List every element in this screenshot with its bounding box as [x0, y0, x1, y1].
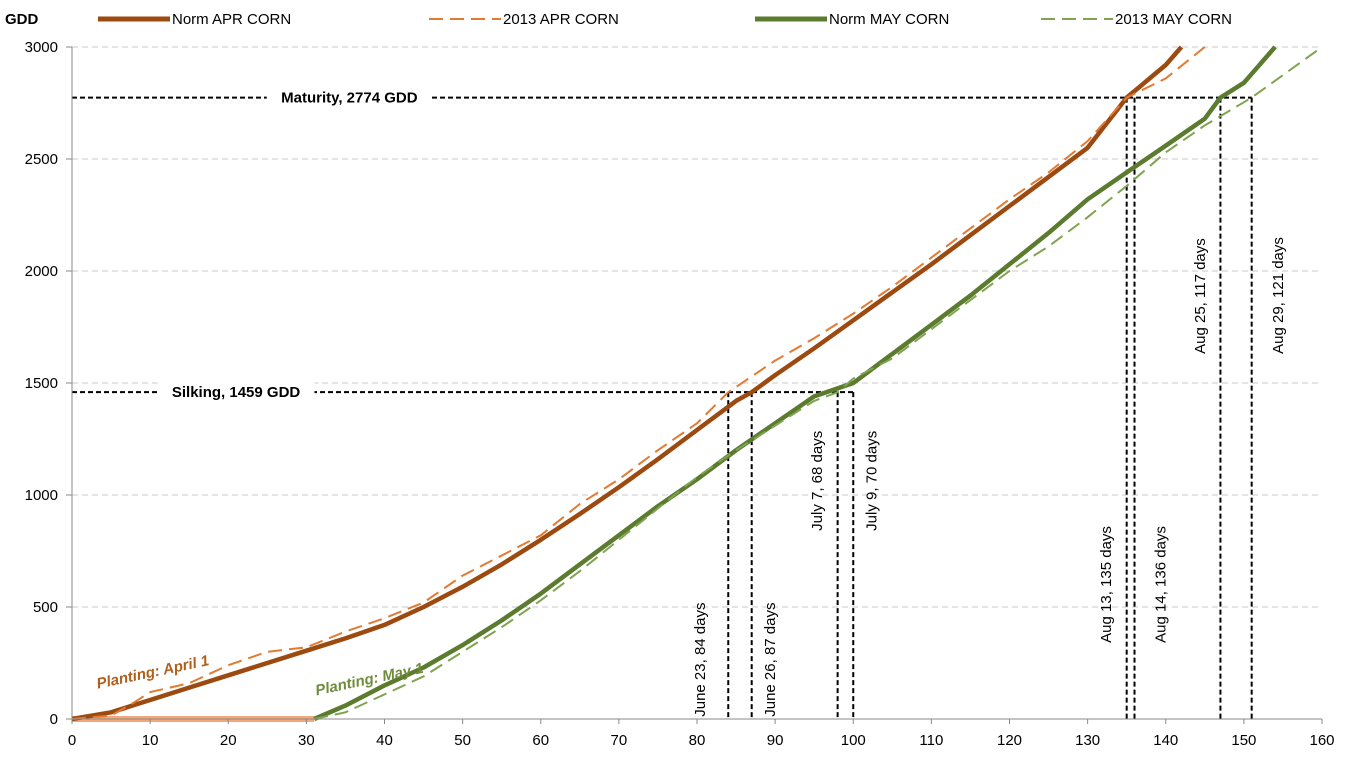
vertical-marker-label-5: Aug 14, 136 days	[1153, 526, 1170, 643]
reference-label-1: Silking, 1459 GDD	[172, 384, 301, 401]
x-tick-label: 80	[689, 732, 706, 749]
axes: 0 500 1000 1500 2000 2500 3000 0 10 20 30 40 50 60 70 8…	[25, 39, 1335, 749]
legend: Norm APR CORN 2013 APR CORN Norm MAY CORN 2…	[98, 11, 1232, 28]
vertical-marker-label-3: July 9, 70 days	[864, 431, 881, 531]
x-tick-label: 140	[1153, 732, 1178, 749]
vertical-marker-label-0: June 23, 84 days	[692, 602, 709, 716]
x-tick-label: 30	[298, 732, 315, 749]
reference-lines	[72, 87, 1253, 719]
y-tick-label: 3000	[25, 39, 58, 56]
legend-label-3: 2013 MAY CORN	[1115, 11, 1232, 28]
x-tick-label: 10	[142, 732, 159, 749]
legend-label-1: 2013 APR CORN	[503, 11, 619, 28]
x-tick-label: 160	[1309, 732, 1334, 749]
x-tick-label: 50	[454, 732, 471, 749]
x-tick-label: 150	[1231, 732, 1256, 749]
legend-label-0: Norm APR CORN	[172, 11, 291, 28]
reference-label-bg	[157, 382, 315, 403]
x-tick-label: 60	[532, 732, 549, 749]
reference-label-bg	[266, 87, 432, 108]
vertical-marker-label-4: Aug 13, 135 days	[1098, 526, 1115, 643]
x-tick-label: 90	[767, 732, 784, 749]
y-tick-label: 0	[50, 711, 58, 728]
series-line-0	[71, 45, 1184, 722]
x-tick-label: 0	[68, 732, 76, 749]
y-tick-label: 1500	[25, 375, 58, 392]
x-tick-label: 120	[997, 732, 1022, 749]
x-tick-label: 100	[841, 732, 866, 749]
y-tick-label: 2000	[25, 263, 58, 280]
reference-label-0: Maturity, 2774 GDD	[281, 90, 418, 107]
x-tick-label: 70	[611, 732, 628, 749]
grid-layer	[72, 46, 1322, 608]
x-tick-label: 130	[1075, 732, 1100, 749]
x-tick-label: 40	[376, 732, 393, 749]
vertical-marker-label-7: Aug 29, 121 days	[1270, 237, 1287, 354]
series-line-3	[313, 46, 1323, 720]
x-tick-label: 20	[220, 732, 237, 749]
y-tick-label: 1000	[25, 487, 58, 504]
series-line-2	[313, 45, 1277, 722]
y-tick-label: 2500	[25, 151, 58, 168]
vertical-marker-label-6: Aug 25, 117 days	[1192, 238, 1209, 354]
y-tick-label: 500	[33, 599, 58, 616]
y-axis-title: GDD	[5, 11, 39, 28]
vertical-marker-label-2: July 7, 68 days	[809, 431, 826, 531]
x-tick-label: 110	[919, 732, 943, 749]
legend-label-2: Norm MAY CORN	[829, 11, 949, 28]
vertical-marker-label-1: June 26, 87 days	[762, 602, 779, 716]
